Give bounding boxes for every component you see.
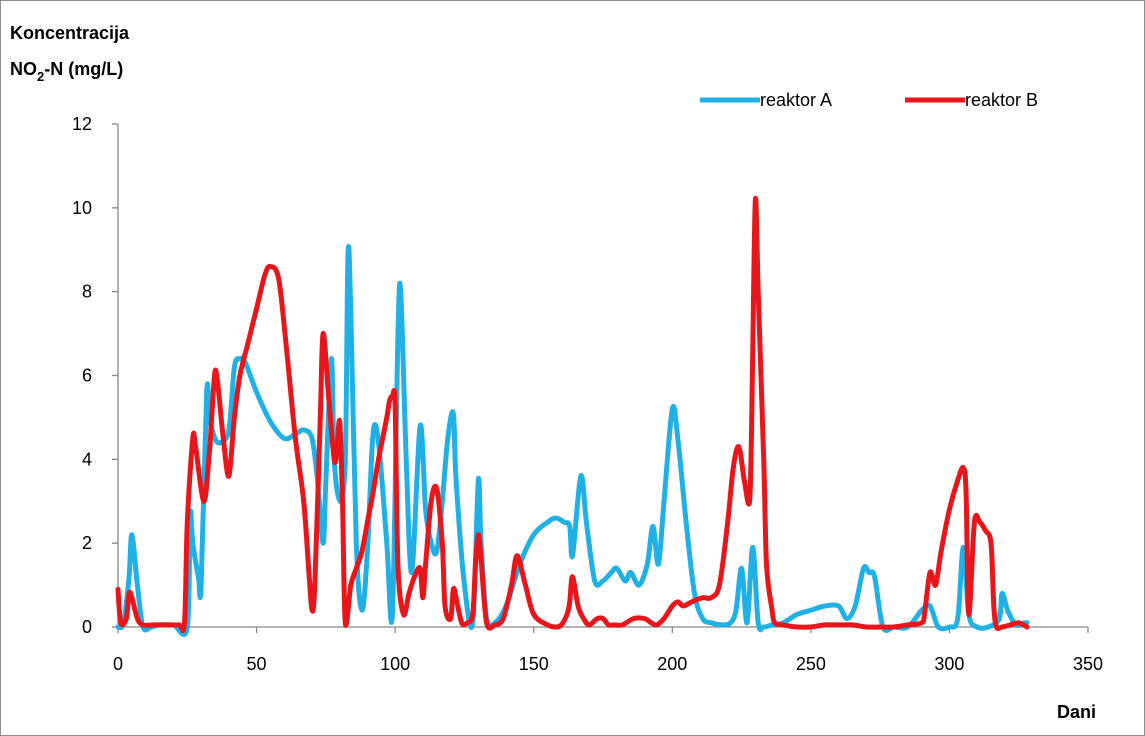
x-axis-title: Dani [1057,702,1096,722]
series-layer [115,195,1030,637]
x-axis-ticks: 0 50 100 150 200 250 300 350 [113,627,1103,674]
legend-label: reaktor A [760,90,832,110]
x-tick-label: 50 [247,654,267,674]
y-axis-title-rest: -N (mg/L) [44,59,123,79]
y-axis-title-line2: NO2-N (mg/L) [10,59,123,84]
legend: reaktor A reaktor B [700,90,1038,110]
x-tick-label: 0 [113,654,123,674]
y-tick-label: 10 [72,198,92,218]
x-tick-label: 200 [657,654,687,674]
legend-label: reaktor B [965,90,1038,110]
y-axis-title-main: NO [10,59,37,79]
y-tick-label: 2 [82,533,92,553]
y-axis-ticks: 0 2 4 6 8 10 12 [72,114,118,637]
x-tick-label: 250 [796,654,826,674]
series-line-reaktor-b [115,195,1030,634]
x-tick-label: 300 [934,654,964,674]
y-tick-label: 8 [82,282,92,302]
y-tick-label: 0 [82,617,92,637]
y-axis-title-line1: Koncentracija [10,23,130,43]
x-tick-label: 100 [380,654,410,674]
y-tick-label: 6 [82,366,92,386]
x-tick-label: 350 [1073,654,1103,674]
x-tick-label: 150 [519,654,549,674]
y-axis-title-subscript: 2 [37,69,44,84]
series-line-reaktor-a [115,244,1030,637]
y-tick-label: 4 [82,449,92,469]
y-tick-label: 12 [72,114,92,134]
